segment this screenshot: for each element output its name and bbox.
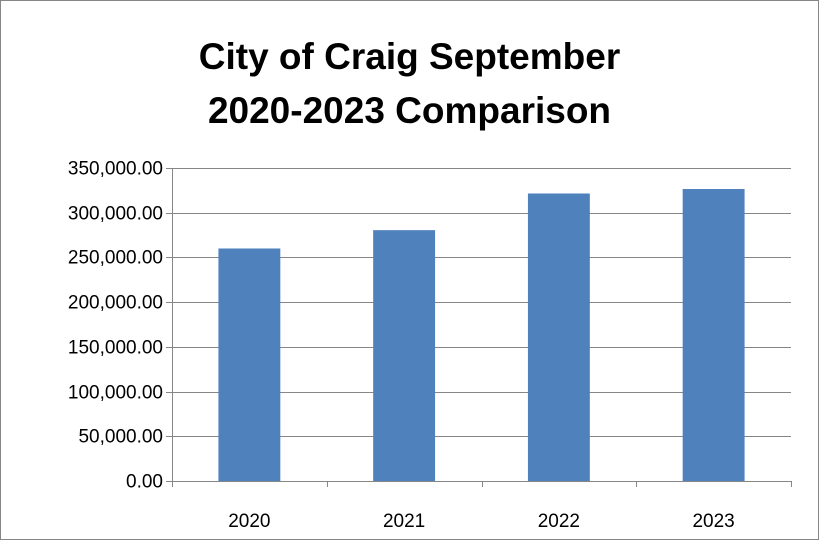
bar-2020	[218, 248, 281, 481]
y-tick-label: 150,000.00	[68, 338, 163, 359]
bar-2021	[373, 230, 436, 481]
bar-2022	[527, 193, 590, 482]
chart-title: City of Craig September 2020-2023 Compar…	[0, 30, 819, 138]
chart-title-line-2: 2020-2023 Comparison	[207, 90, 612, 131]
x-tick-label: 2022	[538, 511, 580, 532]
y-tick-label: 350,000.00	[68, 159, 163, 180]
y-tick-label: 300,000.00	[68, 204, 163, 225]
chart-title-line-1: City of Craig September	[198, 36, 621, 77]
bar-2023	[682, 189, 745, 481]
y-tick-label: 50,000.00	[78, 427, 163, 448]
y-tick-label: 250,000.00	[68, 248, 163, 269]
x-tick-label: 2020	[228, 511, 270, 532]
x-tick-label: 2023	[692, 511, 734, 532]
y-tick-label: 200,000.00	[68, 293, 163, 314]
y-tick-label: 0.00	[126, 472, 163, 493]
x-tick-label: 2021	[383, 511, 425, 532]
y-tick-label: 100,000.00	[68, 383, 163, 404]
